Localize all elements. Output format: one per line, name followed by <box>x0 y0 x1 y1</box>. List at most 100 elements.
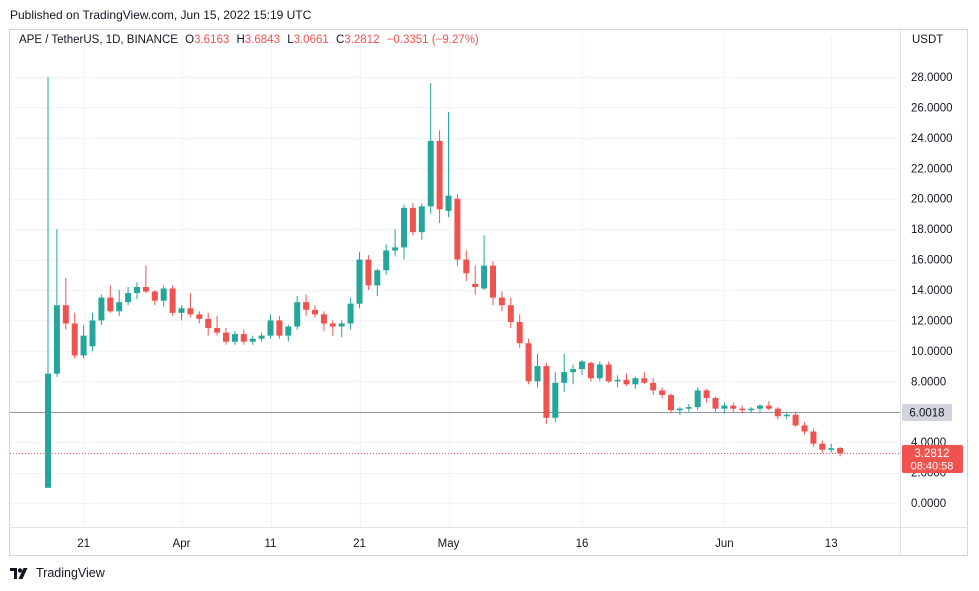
candle <box>774 407 781 420</box>
candle <box>98 294 105 325</box>
candle-body <box>89 320 96 347</box>
candle-body <box>748 408 755 411</box>
candle-body <box>516 321 523 344</box>
candle <box>71 312 78 359</box>
y-tick-label: 14.0000 <box>911 285 953 297</box>
hline-price-label: 6.0018 <box>909 408 944 420</box>
candle-body <box>587 363 594 379</box>
candle-body <box>632 378 639 385</box>
candle-body <box>125 293 132 303</box>
candle-body <box>783 414 790 417</box>
candle <box>436 130 443 224</box>
candle <box>472 265 479 295</box>
candle-body <box>418 206 425 233</box>
candle-body <box>507 305 514 322</box>
candle <box>107 285 114 313</box>
y-tick-label: 10.0000 <box>911 346 953 358</box>
candle-body <box>676 408 683 411</box>
candle <box>498 291 505 312</box>
tradingview-logo-icon[interactable] <box>10 567 32 580</box>
candle-body <box>303 302 310 310</box>
candle <box>178 305 185 321</box>
footer-brand[interactable]: TradingView <box>36 566 105 580</box>
grid <box>10 30 968 555</box>
candle-body <box>552 382 559 418</box>
candle <box>534 353 541 388</box>
candle <box>659 387 666 399</box>
candle-body <box>659 390 666 395</box>
legend-low-label: L <box>287 34 294 46</box>
candle-body <box>570 369 577 373</box>
candle <box>134 282 140 300</box>
candle <box>258 332 265 342</box>
candle <box>125 286 132 306</box>
price-axis: 28.0000 26.0000 24.0000 22.0000 20.0000 18.00… <box>911 72 953 510</box>
legend-close-value: 3.2812 <box>344 34 380 46</box>
candle <box>712 396 719 412</box>
candle-body <box>329 323 336 327</box>
candle-body <box>356 259 363 304</box>
candle-body <box>481 265 488 289</box>
candle-body <box>641 378 648 383</box>
currency-label: USDT <box>912 34 944 46</box>
candle <box>454 194 461 266</box>
candle-body <box>223 332 229 342</box>
candle-body <box>312 309 318 315</box>
candle <box>552 372 559 423</box>
candle-body <box>757 405 763 409</box>
x-tick-label: 13 <box>825 538 838 550</box>
candle <box>837 446 844 457</box>
candle-body <box>45 373 51 488</box>
y-tick-label: 20.0000 <box>911 194 953 206</box>
candle-body <box>62 305 69 324</box>
candle-body <box>828 448 835 450</box>
candle <box>347 297 354 330</box>
candle <box>685 404 692 412</box>
legend-close-label: C <box>335 34 345 46</box>
candle-body <box>534 366 541 382</box>
candle <box>276 315 283 339</box>
candle-body <box>463 259 470 274</box>
candle-body <box>614 379 621 382</box>
candle <box>445 111 452 217</box>
candle <box>668 393 674 414</box>
candle <box>169 285 176 316</box>
candle-body <box>187 308 194 315</box>
legend-open-value: 3.6163 <box>194 34 230 46</box>
candle-body <box>98 297 105 321</box>
candle-body <box>712 398 719 409</box>
candle-body <box>810 431 817 444</box>
candle <box>703 388 710 403</box>
candle-body <box>294 302 301 327</box>
candle-body <box>338 323 345 327</box>
candle-body <box>160 288 167 301</box>
legend-open-label: O <box>185 34 195 46</box>
candle <box>596 361 603 382</box>
legend-high-label: H <box>236 34 245 46</box>
candle-body <box>383 250 390 271</box>
candle <box>312 305 318 318</box>
candle-body <box>142 286 149 292</box>
last-price-badge <box>902 445 963 473</box>
candle <box>632 376 639 389</box>
candle-body <box>205 318 212 329</box>
candle-body <box>285 326 292 336</box>
footer: TradingView <box>10 566 105 580</box>
candle <box>739 405 746 414</box>
candle <box>463 250 470 281</box>
candle-body <box>427 140 434 207</box>
candle-body <box>409 207 416 233</box>
candle <box>320 311 327 332</box>
candle-body <box>374 270 381 286</box>
y-tick-label: 12.0000 <box>911 315 953 327</box>
candle <box>383 244 390 275</box>
candle-body <box>401 207 407 248</box>
candle <box>205 312 212 336</box>
candle <box>694 387 701 411</box>
countdown-label: 08:40:58 <box>911 461 954 473</box>
candle <box>828 443 835 453</box>
y-tick-label: 22.0000 <box>911 163 953 175</box>
candle-body <box>543 366 550 418</box>
